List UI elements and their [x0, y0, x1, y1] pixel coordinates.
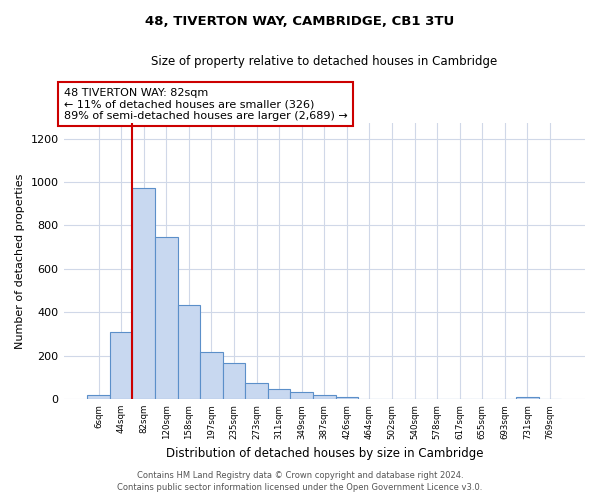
Bar [335, 398, 358, 399]
Bar [313, 395, 335, 399]
Bar [268, 388, 290, 399]
Text: 48 TIVERTON WAY: 82sqm
← 11% of detached houses are smaller (326)
89% of semi-de: 48 TIVERTON WAY: 82sqm ← 11% of detached… [64, 88, 347, 120]
X-axis label: Distribution of detached houses by size in Cambridge: Distribution of detached houses by size … [166, 447, 483, 460]
Bar [223, 363, 245, 399]
Text: Contains HM Land Registry data © Crown copyright and database right 2024.
Contai: Contains HM Land Registry data © Crown c… [118, 471, 482, 492]
Bar [110, 332, 133, 399]
Bar [290, 392, 313, 399]
Y-axis label: Number of detached properties: Number of detached properties [15, 174, 25, 349]
Bar [133, 188, 155, 399]
Bar [178, 304, 200, 399]
Bar [155, 238, 178, 399]
Text: 48, TIVERTON WAY, CAMBRIDGE, CB1 3TU: 48, TIVERTON WAY, CAMBRIDGE, CB1 3TU [145, 15, 455, 28]
Bar [516, 397, 539, 399]
Bar [87, 394, 110, 399]
Title: Size of property relative to detached houses in Cambridge: Size of property relative to detached ho… [151, 55, 497, 68]
Bar [200, 352, 223, 399]
Bar [245, 384, 268, 399]
